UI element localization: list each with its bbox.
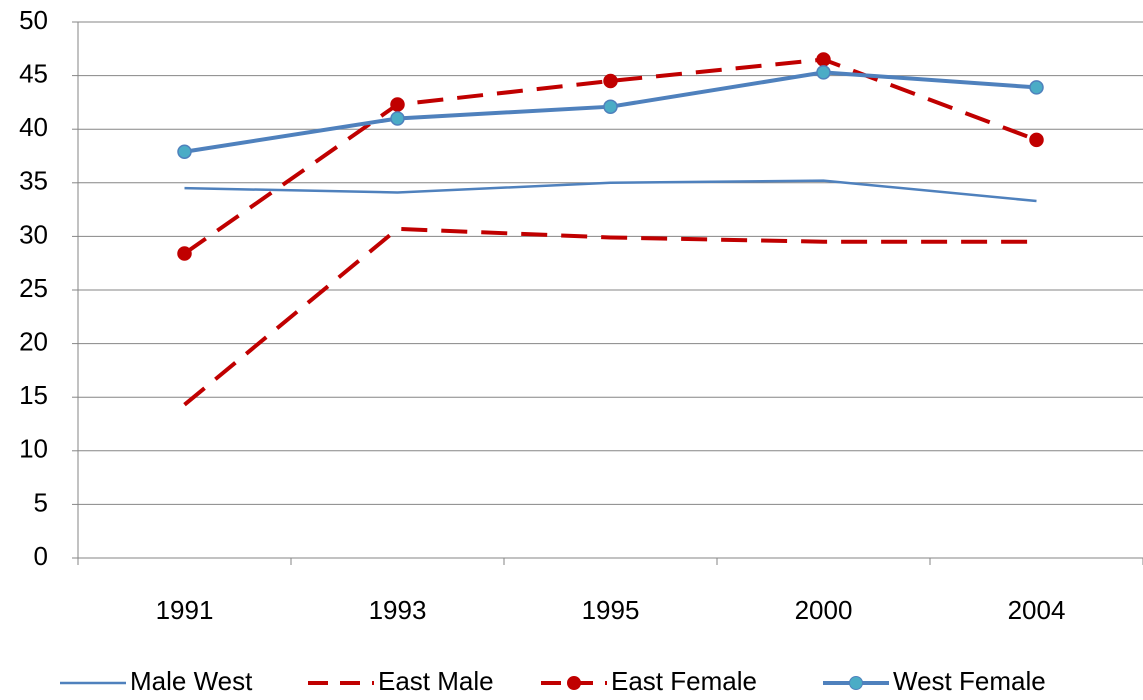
x-tick-label: 2000 (795, 595, 853, 625)
y-tick-label: 10 (19, 434, 48, 464)
legend-label: East Male (378, 666, 494, 696)
y-tick-label: 25 (19, 273, 48, 303)
x-tick-label: 1995 (582, 595, 640, 625)
x-tick-label: 1993 (369, 595, 427, 625)
y-tick-label: 40 (19, 112, 48, 142)
data-point (1029, 80, 1044, 95)
data-point (390, 97, 405, 112)
data-point (603, 73, 618, 89)
y-tick-label: 45 (19, 58, 48, 88)
series-line (184, 179, 1037, 203)
y-tick-label: 35 (19, 166, 48, 196)
data-point (1029, 132, 1044, 148)
x-tick-label: 1991 (156, 595, 214, 625)
y-tick-label: 5 (34, 487, 48, 517)
data-point (603, 99, 618, 114)
series-line (183, 226, 1037, 407)
legend-label: Male West (130, 666, 253, 696)
data-point (177, 144, 192, 159)
y-tick-label: 30 (19, 219, 48, 249)
series-line (183, 57, 1038, 256)
y-tick-label: 0 (34, 541, 48, 571)
data-point (177, 246, 192, 261)
x-tick-label: 2004 (1008, 595, 1066, 625)
y-tick-label: 50 (19, 5, 48, 35)
y-tick-label: 20 (19, 326, 48, 356)
data-point (390, 111, 405, 126)
data-point (816, 52, 831, 67)
legend-marker (849, 676, 863, 690)
legend-marker (567, 676, 581, 690)
data-point (816, 65, 831, 80)
legend-label: East Female (611, 666, 757, 696)
y-tick-label: 15 (19, 380, 48, 410)
legend-label: West Female (893, 666, 1046, 696)
